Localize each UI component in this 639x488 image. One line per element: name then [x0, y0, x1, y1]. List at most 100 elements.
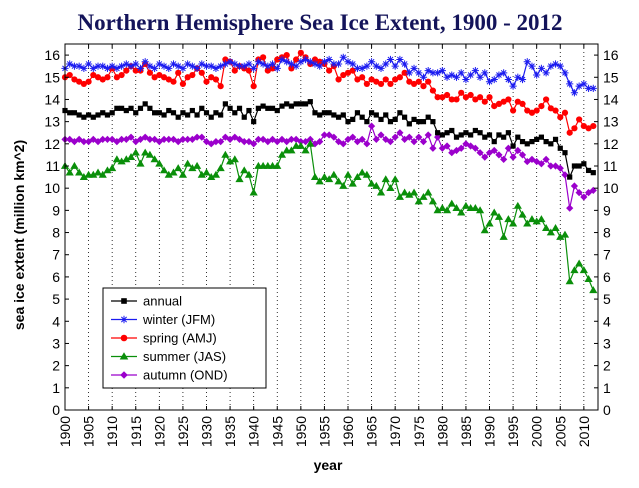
data-point: [174, 164, 183, 172]
data-point: [589, 84, 597, 92]
data-point: [89, 64, 97, 72]
data-point: [325, 175, 334, 183]
data-point: [500, 69, 508, 77]
data-point: [567, 174, 573, 180]
data-point: [112, 155, 121, 163]
data-point: [193, 133, 201, 141]
data-point: [250, 64, 258, 72]
data-point: [329, 170, 338, 178]
data-point: [560, 230, 570, 238]
data-point: [273, 138, 281, 146]
data-point: [71, 110, 78, 116]
legend-item: annual: [111, 294, 182, 309]
data-point: [509, 82, 517, 90]
data-point: [485, 149, 494, 157]
data-point: [207, 172, 216, 180]
data-point: [566, 80, 574, 88]
data-point: [452, 204, 461, 212]
x-axis-label: year: [314, 457, 343, 473]
data-point: [301, 55, 310, 64]
data-point: [108, 62, 116, 70]
data-point: [383, 112, 389, 118]
data-point: [513, 201, 522, 209]
data-point: [251, 119, 257, 125]
x-tick-label: 1910: [104, 416, 120, 447]
legend: annual winter (JFM) spring (AMJ) summer (JA…: [102, 287, 267, 389]
data-point: [99, 62, 107, 70]
data-point: [518, 151, 527, 159]
data-point: [212, 64, 220, 72]
data-point: [259, 60, 267, 68]
data-point: [363, 62, 371, 70]
data-point: [405, 69, 413, 77]
data-point: [518, 210, 527, 218]
data-point: [161, 112, 167, 118]
legend-label: spring (AMJ): [143, 331, 217, 346]
data-point: [179, 64, 187, 72]
data-point: [524, 107, 531, 114]
data-point: [120, 334, 128, 342]
data-point: [434, 133, 442, 141]
data-point: [293, 101, 299, 107]
data-point: [438, 144, 446, 152]
data-point: [515, 134, 521, 140]
data-point: [170, 110, 177, 116]
x-tick-label: 1965: [364, 416, 380, 447]
data-point: [222, 101, 228, 107]
data-point: [391, 175, 400, 183]
data-point: [411, 116, 417, 123]
data-point: [363, 140, 371, 148]
data-point: [462, 94, 470, 101]
y-tick-label-left: 1: [52, 380, 60, 396]
data-point: [320, 131, 329, 139]
data-point: [467, 142, 475, 150]
data-point: [250, 140, 258, 148]
data-point: [180, 110, 186, 116]
data-point: [81, 114, 87, 120]
data-point: [430, 119, 436, 125]
data-point: [468, 132, 474, 138]
plot-frame: [64, 43, 599, 411]
data-point: [377, 80, 385, 88]
data-point: [89, 170, 98, 178]
y-tick-label-left: 0: [52, 402, 60, 418]
y-tick-label-right: 12: [603, 136, 619, 152]
data-point: [551, 60, 560, 68]
x-tick-label: 1920: [151, 416, 167, 447]
data-point: [580, 122, 587, 130]
data-point: [169, 168, 178, 176]
data-point: [287, 60, 296, 68]
data-point: [373, 112, 379, 118]
data-point: [538, 134, 544, 140]
data-point: [533, 71, 541, 79]
data-point: [462, 75, 470, 84]
data-point: [108, 164, 117, 172]
data-point: [510, 143, 516, 149]
data-point: [288, 103, 295, 109]
data-point: [79, 172, 88, 180]
y-tick-label-left: 10: [44, 180, 60, 196]
data-point: [429, 69, 437, 77]
data-point: [94, 62, 102, 70]
data-point: [268, 60, 277, 68]
data-point: [376, 188, 386, 196]
data-point: [396, 55, 404, 64]
data-point: [119, 352, 129, 360]
data-point: [311, 56, 319, 63]
data-point: [345, 119, 351, 125]
x-tick-label: 2010: [576, 416, 592, 447]
data-point: [395, 192, 404, 200]
data-point: [151, 64, 159, 72]
data-point: [561, 109, 569, 116]
data-point: [580, 80, 588, 88]
data-point: [416, 119, 422, 125]
series-annual: [62, 99, 596, 180]
data-point: [193, 64, 201, 72]
data-point: [90, 71, 97, 79]
data-point: [533, 107, 540, 114]
data-point: [334, 60, 343, 68]
data-point: [585, 167, 592, 174]
data-point: [490, 146, 498, 155]
data-point: [339, 140, 347, 148]
series-line: [64, 142, 594, 291]
